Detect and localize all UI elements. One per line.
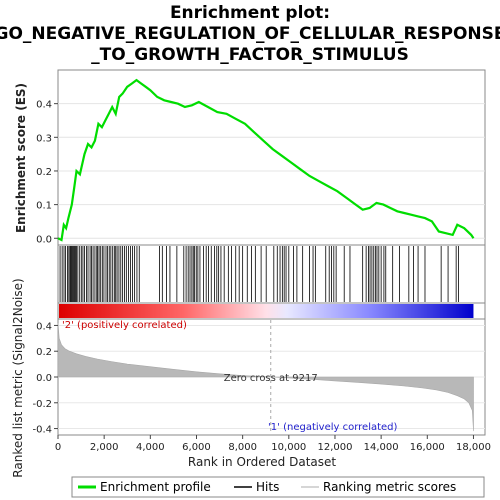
- x-tick-label: 12,000: [317, 442, 352, 453]
- ranked-y-tick-label: 0.4: [36, 321, 52, 332]
- negatively-correlated-label: '1' (negatively correlated): [268, 422, 397, 433]
- ranked-y-tick-label: -0.4: [32, 425, 52, 436]
- chart-title-line-2: GO_NEGATIVE_REGULATION_OF_CELLULAR_RESPO…: [0, 24, 500, 44]
- ranked-y-ticks: -0.4 -0.2 0.0 0.2 0.4: [32, 321, 58, 436]
- es-y-tick-label: 0.1: [36, 201, 52, 212]
- legend-ranking-label: Ranking metric scores: [323, 480, 456, 494]
- ranked-y-tick-label: 0.2: [36, 347, 52, 358]
- es-y-axis-label: Enrichment score (ES): [14, 83, 28, 233]
- ranked-y-tick-label: -0.2: [32, 399, 52, 410]
- legend-hits-label: Hits: [256, 480, 279, 494]
- chart-title-line-3: _TO_GROWTH_FACTOR_STIMULUS: [91, 45, 409, 65]
- positively-correlated-label: '2' (positively correlated): [62, 320, 187, 331]
- x-tick-label: 8,000: [228, 442, 257, 453]
- es-panel-frame: [57, 69, 486, 246]
- hit-lines: [59, 246, 459, 302]
- chart-title-line-1: Enrichment plot:: [170, 3, 330, 23]
- x-axis-label: Rank in Ordered Dataset: [188, 455, 336, 469]
- es-y-tick-label: 0.0: [36, 234, 52, 245]
- es-gridlines: [58, 103, 485, 239]
- hits-panel-frame: [57, 244, 486, 304]
- ranked-y-axis-label: Ranked list metric (Signal2Noise): [11, 278, 25, 477]
- x-ticks: 0 2,000 4,000 6,000 8,000 10,000 12,000 14,000 1…: [55, 435, 491, 453]
- x-tick-label: 6,000: [182, 442, 211, 453]
- x-tick-label: 2,000: [90, 442, 119, 453]
- rank-heatmap-bar: [59, 304, 474, 318]
- es-y-tick-label: 0.3: [36, 133, 52, 144]
- legend-enrichment-label: Enrichment profile: [100, 480, 211, 494]
- zero-cross-label: Zero cross at 9217: [224, 373, 318, 384]
- x-tick-label: 10,000: [271, 442, 306, 453]
- x-tick-label: 16,000: [410, 442, 445, 453]
- ranked-y-tick-label: 0.0: [36, 373, 52, 384]
- es-y-ticks: 0.0 0.1 0.2 0.3 0.4: [36, 100, 58, 245]
- x-tick-label: 4,000: [136, 442, 165, 453]
- es-y-tick-label: 0.4: [36, 100, 52, 111]
- legend-box: [71, 476, 485, 498]
- x-tick-label: 18,000: [456, 442, 491, 453]
- x-tick-label: 0: [55, 442, 61, 453]
- enrichment-profile-line: [57, 78, 475, 242]
- x-tick-label: 14,000: [364, 442, 399, 453]
- es-y-tick-label: 0.2: [36, 167, 52, 178]
- legend: Enrichment profile Hits Ranking metric s…: [71, 476, 485, 498]
